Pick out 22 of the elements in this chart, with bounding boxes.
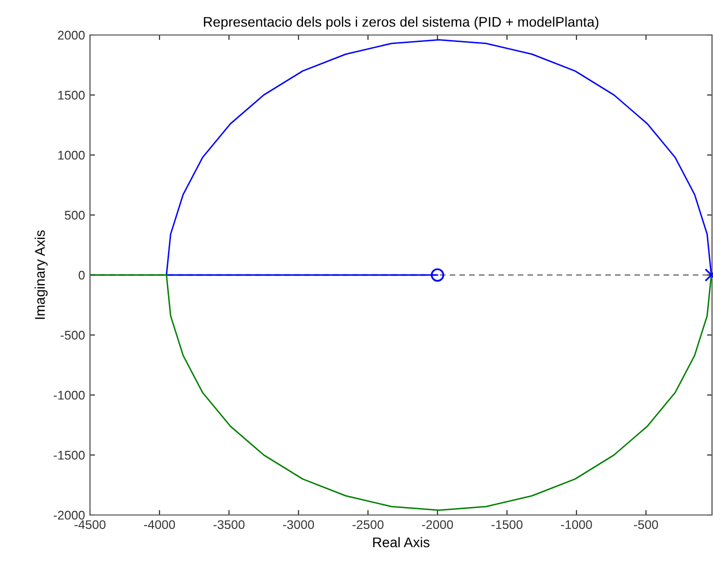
y-tick-label: -500 xyxy=(60,330,85,340)
y-axis-title: Imaginary Axis xyxy=(34,230,48,319)
y-tick-label: 2000 xyxy=(58,30,85,40)
x-tick-label: -3000 xyxy=(283,520,314,530)
x-tick-label: -4500 xyxy=(74,520,106,530)
x-tick-label: -2500 xyxy=(352,520,384,530)
y-tick-label: 500 xyxy=(64,210,85,220)
y-tick-label: -1500 xyxy=(54,450,85,460)
y-tick-label: 0 xyxy=(78,270,85,280)
x-tick-label: -4000 xyxy=(144,520,175,530)
x-tick-label: -1000 xyxy=(561,520,592,530)
x-tick-label: -3500 xyxy=(214,520,244,530)
x-tick-label: -500 xyxy=(634,520,658,530)
line-series xyxy=(90,274,712,511)
x-axis-title: Real Axis xyxy=(373,537,430,548)
y-tick-label: -1000 xyxy=(54,390,85,400)
chart-title: Representacio dels pols i zeros del sistema (PID + modelPlanta) xyxy=(204,16,598,30)
y-tick-label: 1500 xyxy=(58,90,85,100)
y-tick-label: 1000 xyxy=(58,150,85,160)
x-tick-label: -1500 xyxy=(492,520,522,530)
y-tick-label: -2000 xyxy=(54,510,85,520)
x-tick-label: -2000 xyxy=(422,520,453,530)
